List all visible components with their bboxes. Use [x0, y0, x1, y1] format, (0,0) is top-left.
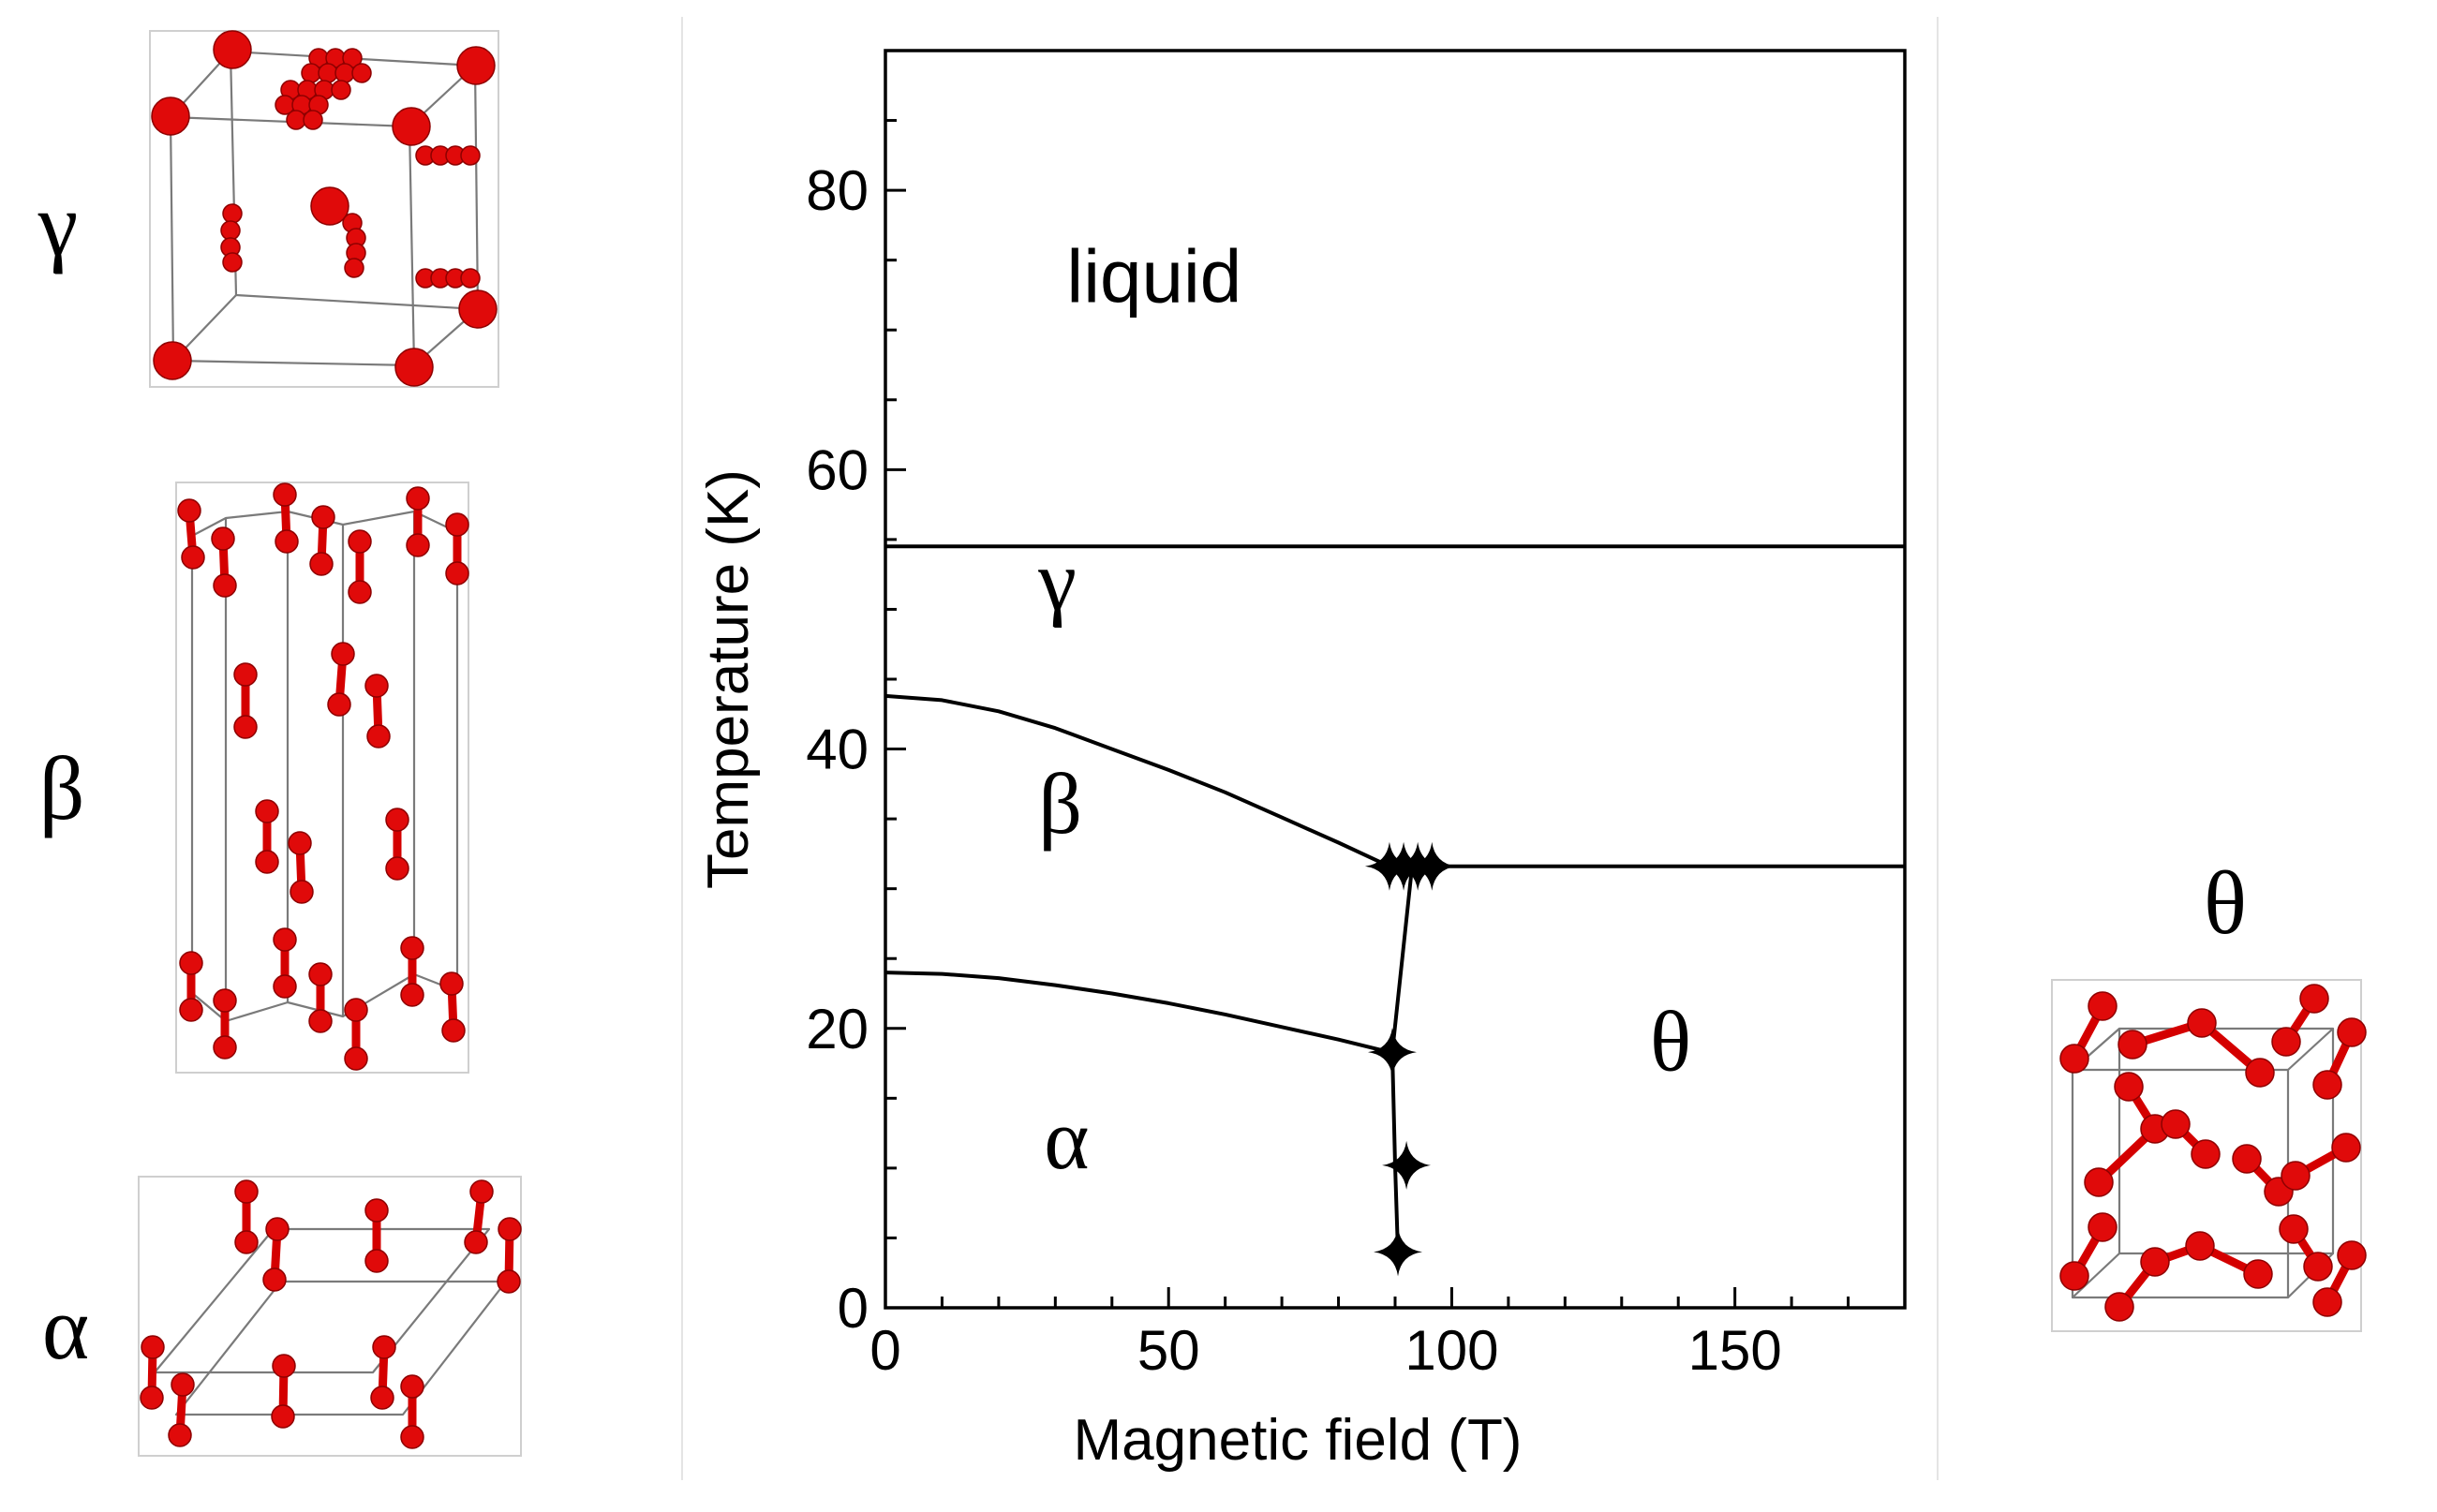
beta-structure-panel: β [39, 482, 469, 1074]
phase-diagram-chart: 0 50 100 150 0 20 40 60 80 liquid γ β α θ Magnetic f… [696, 49, 1907, 1473]
theta-structure-panel: θ [2051, 852, 2367, 1332]
x-tick-label: 150 [1688, 1319, 1782, 1382]
phase-boundary-line-4 [884, 971, 1390, 1055]
y-tick-label: 60 [806, 438, 869, 501]
beta-phase-label: β [39, 738, 85, 838]
y-tick-label: 0 [838, 1277, 869, 1340]
data-point-marker [1374, 1227, 1423, 1277]
phase-annotation: liquid [1066, 234, 1241, 318]
phase-annotation: α [1044, 1091, 1089, 1187]
x-axis-label: Magnetic field (T) [1074, 1408, 1523, 1473]
phase-boundaries [884, 544, 1905, 1253]
data-point-marker [1407, 841, 1457, 891]
theta-phase-label: θ [2204, 852, 2247, 953]
data-point-marker [1367, 1028, 1417, 1077]
x-tick-label: 50 [1137, 1319, 1200, 1382]
axis-ticks [884, 49, 1907, 1310]
y-tick-label: 40 [806, 719, 869, 781]
phase-boundary-line-2 [884, 693, 1390, 868]
phase-annotations: liquid γ β α θ [1037, 234, 1691, 1186]
alpha-dimers [140, 1179, 522, 1449]
y-axis-label: Temperature (K) [696, 469, 761, 889]
gamma-atoms [151, 30, 498, 387]
y-tick-label: 80 [806, 159, 869, 222]
data-markers [1364, 841, 1457, 1277]
theta-molecules [2059, 984, 2367, 1322]
beta-dimers [177, 482, 469, 1071]
phase-annotation: β [1038, 756, 1082, 852]
alpha-phase-label: α [42, 1278, 89, 1378]
alpha-structure-panel: α [42, 1176, 522, 1457]
phase-annotation: γ [1037, 532, 1077, 628]
x-tick-label: 0 [869, 1319, 900, 1382]
phase-boundary-line-5 [1390, 866, 1415, 1253]
gamma-phase-label: γ [37, 174, 78, 274]
gamma-structure-panel: γ [37, 30, 499, 388]
tick-labels: 0 50 100 150 0 20 40 60 80 [806, 159, 1781, 1382]
y-tick-label: 20 [806, 998, 869, 1060]
phase-annotation: θ [1650, 994, 1691, 1090]
x-tick-label: 100 [1404, 1319, 1498, 1382]
theta-unit-cell-edges [2071, 1027, 2335, 1299]
data-point-marker [1382, 1140, 1432, 1190]
